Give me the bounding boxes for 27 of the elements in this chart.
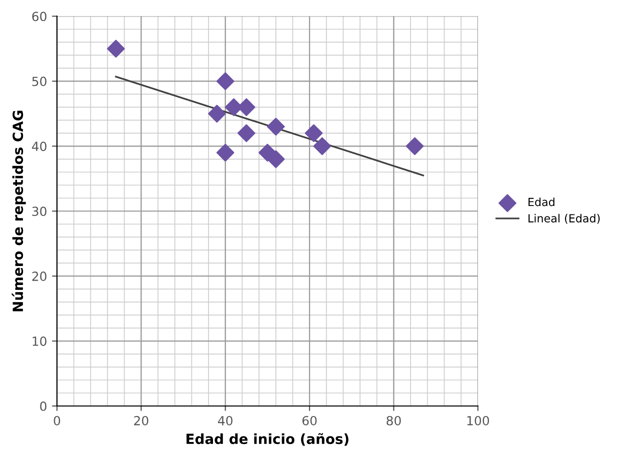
point (266, 150, 285, 168)
x-tick-label: 40 (218, 416, 232, 426)
y-tick-label: 40 (32, 142, 46, 152)
y-tick-label: 0 (40, 401, 46, 411)
point (313, 137, 332, 156)
y-tick-label: 10 (32, 336, 46, 346)
legend-label: Edad (528, 198, 554, 206)
point (208, 104, 226, 123)
y-tick-label: 20 (32, 272, 46, 282)
y-tick-label: 30 (32, 206, 46, 216)
x-tick-label: 100 (467, 416, 490, 426)
point (216, 72, 234, 90)
point (304, 124, 323, 142)
x-tick-label: 0 (54, 416, 60, 426)
x-tick-label: 60 (302, 416, 317, 426)
y-tick-label: 50 (32, 76, 46, 86)
point (216, 144, 234, 162)
point (406, 137, 424, 156)
legend-label: Lineal (Edad) (528, 214, 600, 224)
x-tick-label: 80 (386, 416, 401, 426)
y-tick-label: 60 (32, 12, 46, 22)
x-axis-title: Edad de inicio (años) (186, 433, 348, 446)
x-tick-label: 20 (134, 416, 148, 426)
point (266, 118, 285, 136)
y-axis-title: Número de repetidos CAG (12, 110, 26, 312)
point (237, 124, 256, 142)
point (106, 40, 125, 58)
